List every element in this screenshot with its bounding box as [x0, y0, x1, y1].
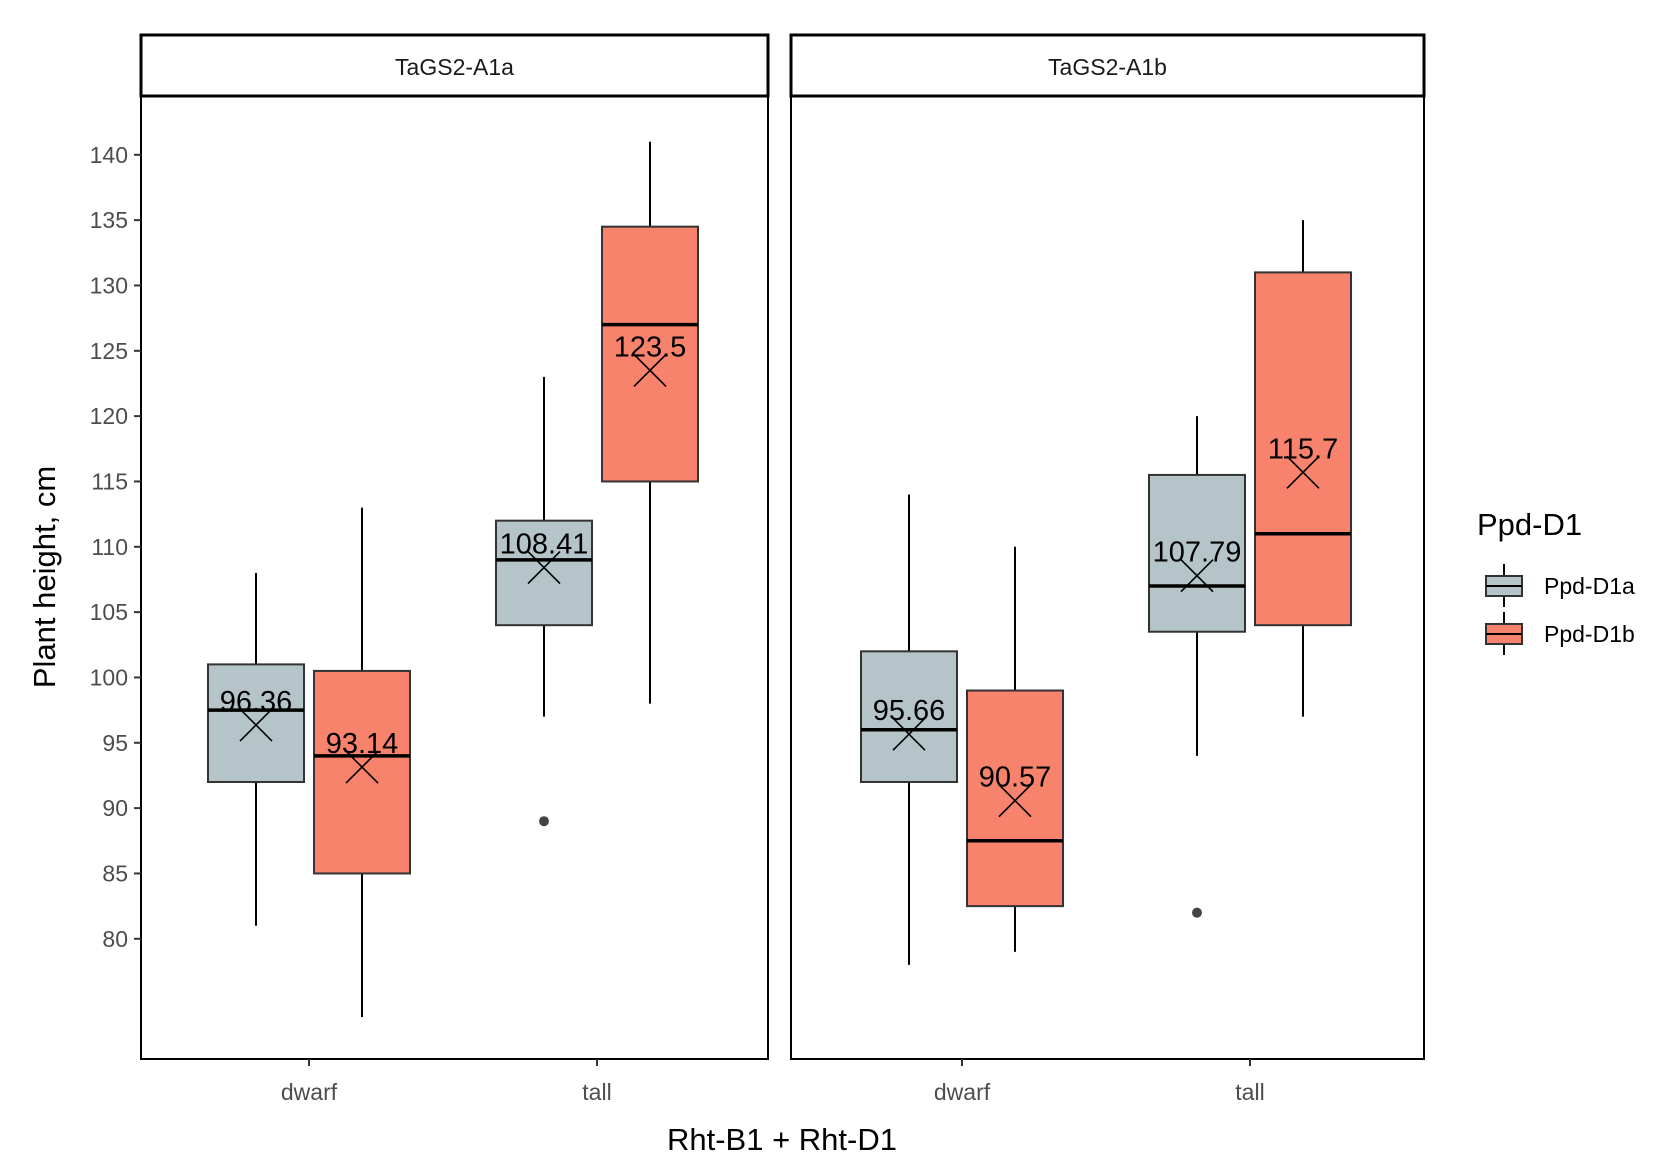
y-tick-label-120: 120 — [90, 403, 128, 429]
strip-box-2 — [789, 33, 1426, 98]
facet-1-boxes: 96.36 93.14 108.41 123.5 — [207, 141, 699, 1018]
mean-label-f1-tall-ppd-d1a: 108.41 — [500, 529, 589, 561]
box-f2-dwarf-ppd-d1b: 90.57 — [966, 546, 1064, 952]
iqr-box-f1-dwarf-ppd-d1b — [313, 669, 411, 875]
iqr-box-f2-dwarf-ppd-d1b — [966, 689, 1064, 908]
outlier-point-f1-tall-ppd-d1a-0 — [539, 816, 549, 827]
mean-label-f2-dwarf-ppd-d1b: 90.57 — [979, 762, 1052, 794]
strip-box-1 — [139, 33, 770, 98]
mean-label-f2-tall-ppd-d1b: 115.7 — [1268, 433, 1338, 465]
panel-border-2 — [790, 95, 1425, 1060]
y-tick-label-125: 125 — [90, 338, 128, 364]
panel-border-1 — [140, 95, 769, 1060]
mean-marker-f1-tall-ppd-d1b — [633, 353, 667, 387]
y-axis-title: Plant height, cm — [27, 466, 62, 688]
iqr-box-f2-tall-ppd-d1b — [1254, 271, 1352, 627]
mean-label-f2-dwarf-ppd-d1a: 95.66 — [873, 695, 946, 727]
y-tick-label-140: 140 — [90, 142, 128, 168]
x-tick-label-tall-2: tall — [1235, 1079, 1264, 1105]
mean-label-f1-dwarf-ppd-d1b: 93.14 — [326, 728, 399, 760]
facet-2-boxes: 95.66 90.57 107.79 115.7 — [860, 220, 1352, 965]
mean-label-f1-dwarf-ppd-d1a: 96.36 — [220, 686, 293, 718]
iqr-box-f2-tall-ppd-d1a — [1148, 473, 1246, 633]
mean-marker-f2-dwarf-ppd-d1a — [892, 717, 926, 751]
x-tick-label-tall-1: tall — [582, 1079, 611, 1105]
facet-tags2-a1b: TaGS2-A1b 95.66 90.57 107.79 115.7 dwarf ta… — [789, 33, 1426, 1105]
box-f1-tall-ppd-d1a: 108.41 — [495, 376, 593, 827]
mean-marker-f2-dwarf-ppd-d1b — [998, 784, 1032, 818]
strip-label-1: TaGS2-A1a — [395, 54, 514, 80]
box-f2-dwarf-ppd-d1a: 95.66 — [860, 494, 958, 965]
y-tick-label-90: 90 — [102, 795, 128, 821]
y-tick-label-115: 115 — [91, 468, 128, 494]
strip-label-2: TaGS2-A1b — [1048, 54, 1167, 80]
box-f1-dwarf-ppd-d1a: 96.36 — [207, 572, 305, 926]
box-f1-tall-ppd-d1b: 123.5 — [601, 141, 699, 704]
mean-marker-f1-tall-ppd-d1a — [527, 551, 561, 585]
legend-key-ppd-d1a: Ppd-D1a — [1485, 564, 1635, 607]
mean-marker-f1-dwarf-ppd-d1a — [239, 708, 273, 742]
y-tick-label-85: 85 — [102, 860, 128, 886]
mean-marker-f2-tall-ppd-d1b — [1286, 455, 1320, 489]
legend-title: Ppd-D1 — [1477, 507, 1582, 542]
y-tick-label-80: 80 — [102, 926, 128, 952]
y-tick-label-105: 105 — [90, 599, 128, 625]
iqr-box-f1-tall-ppd-d1a — [495, 519, 593, 627]
y-tick-label-100: 100 — [90, 664, 128, 690]
x-axis-title: Rht-B1 + Rht-D1 — [667, 1122, 897, 1157]
x-tick-label-dwarf-2: dwarf — [934, 1079, 991, 1105]
box-f1-dwarf-ppd-d1b: 93.14 — [313, 507, 411, 1018]
legend-label-ppd-d1b: Ppd-D1b — [1544, 621, 1635, 647]
legend: Ppd-D1 Ppd-D1a Ppd-D1b — [1477, 507, 1635, 655]
box-f2-tall-ppd-d1b: 115.7 — [1254, 220, 1352, 717]
legend-label-ppd-d1a: Ppd-D1a — [1544, 573, 1635, 599]
iqr-box-f1-dwarf-ppd-d1a — [207, 663, 305, 783]
mean-marker-f2-tall-ppd-d1a — [1180, 559, 1214, 593]
box-f2-tall-ppd-d1a: 107.79 — [1148, 416, 1246, 918]
mean-label-f2-tall-ppd-d1a: 107.79 — [1153, 537, 1242, 569]
outlier-point-f2-tall-ppd-d1a-0 — [1192, 907, 1202, 918]
mean-marker-f1-dwarf-ppd-d1b — [345, 750, 379, 784]
facet-tags2-a1a: TaGS2-A1a 96.36 93.14 108.41 123.5 dwarf ta… — [139, 33, 770, 1105]
y-tick-label-95: 95 — [102, 730, 128, 756]
legend-key-ppd-d1b: Ppd-D1b — [1485, 612, 1635, 655]
y-tick-label-135: 135 — [90, 207, 128, 233]
y-tick-label-110: 110 — [91, 534, 128, 560]
iqr-box-f1-tall-ppd-d1b — [601, 225, 699, 483]
x-tick-label-dwarf-1: dwarf — [281, 1079, 338, 1105]
mean-label-f1-tall-ppd-d1b: 123.5 — [614, 331, 687, 363]
y-axis: 80 85 90 95 100 105 110 115 120 125 130 135 140 — [90, 142, 141, 952]
y-tick-label-130: 130 — [90, 272, 128, 298]
iqr-box-f2-dwarf-ppd-d1a — [860, 650, 958, 783]
